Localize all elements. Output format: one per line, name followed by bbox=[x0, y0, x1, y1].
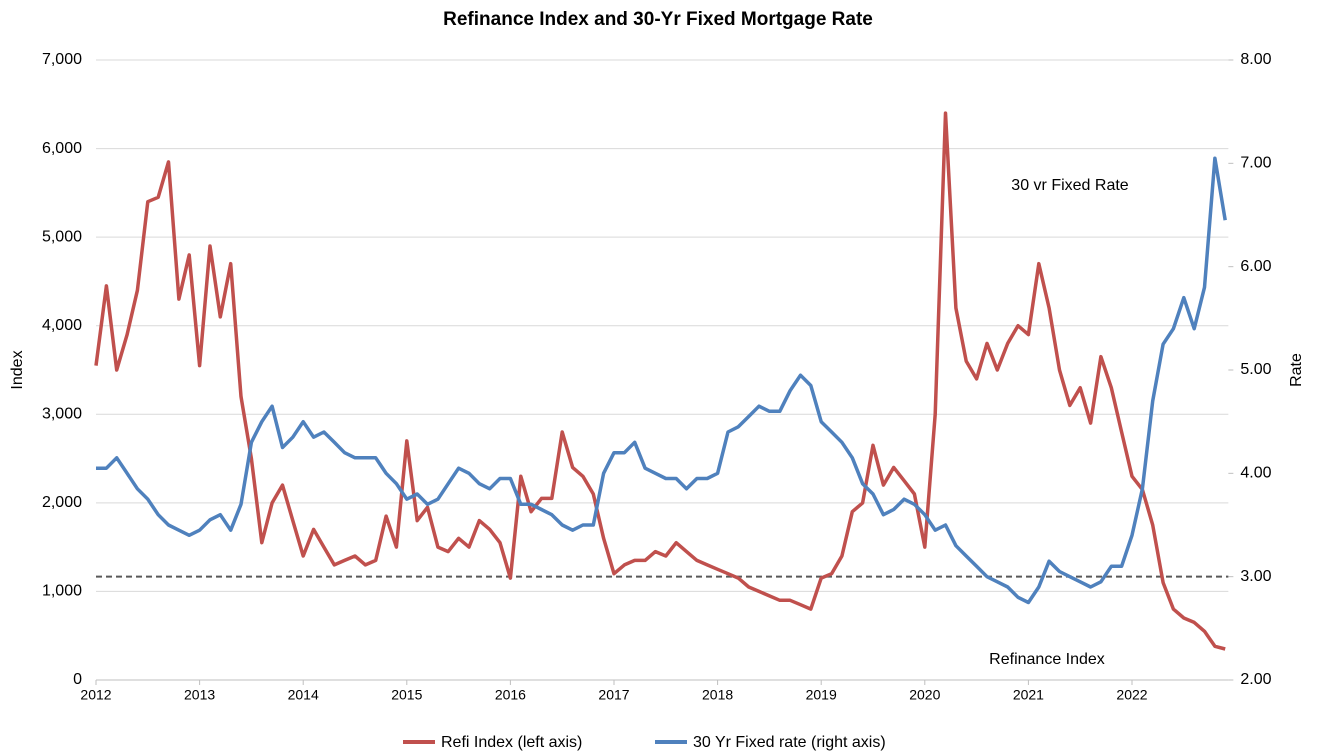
y2-axis-label: Rate bbox=[1288, 353, 1305, 387]
annotation: Refinance Index bbox=[989, 651, 1105, 668]
legend-label: 30 Yr Fixed rate (right axis) bbox=[693, 734, 886, 751]
x-tick-label: 2021 bbox=[1013, 687, 1044, 703]
y-tick-label: 3,000 bbox=[42, 406, 82, 423]
y2-tick-label: 3.00 bbox=[1240, 568, 1271, 585]
y2-tick-label: 4.00 bbox=[1240, 465, 1271, 482]
y-axis-label: Index bbox=[9, 350, 26, 389]
y2-tick-label: 2.00 bbox=[1240, 671, 1271, 688]
y-tick-label: 4,000 bbox=[42, 317, 82, 334]
y-tick-label: 2,000 bbox=[42, 494, 82, 511]
y-tick-label: 1,000 bbox=[42, 583, 82, 600]
x-tick-label: 2019 bbox=[806, 687, 837, 703]
y2-tick-label: 8.00 bbox=[1240, 51, 1271, 68]
chart-title: Refinance Index and 30-Yr Fixed Mortgage… bbox=[443, 9, 873, 30]
y2-tick-label: 6.00 bbox=[1240, 258, 1271, 275]
x-tick-label: 2017 bbox=[598, 687, 629, 703]
x-tick-label: 2015 bbox=[391, 687, 422, 703]
x-tick-label: 2022 bbox=[1116, 687, 1147, 703]
x-tick-label: 2018 bbox=[702, 687, 733, 703]
x-tick-label: 2013 bbox=[184, 687, 215, 703]
x-tick-label: 2016 bbox=[495, 687, 526, 703]
y-tick-label: 5,000 bbox=[42, 228, 82, 245]
legend-label: Refi Index (left axis) bbox=[441, 734, 582, 751]
line-series bbox=[94, 111, 1226, 651]
y-tick-label: 6,000 bbox=[42, 140, 82, 157]
y-tick-label: 7,000 bbox=[42, 51, 82, 68]
x-tick-label: 2012 bbox=[80, 687, 111, 703]
line-series bbox=[96, 156, 1227, 605]
y-tick-label: 0 bbox=[73, 671, 82, 688]
y2-tick-label: 7.00 bbox=[1240, 155, 1271, 172]
y2-tick-label: 5.00 bbox=[1240, 361, 1271, 378]
x-tick-label: 2020 bbox=[909, 687, 940, 703]
x-tick-label: 2014 bbox=[288, 687, 319, 703]
annotation: 30 vr Fixed Rate bbox=[1011, 177, 1128, 194]
